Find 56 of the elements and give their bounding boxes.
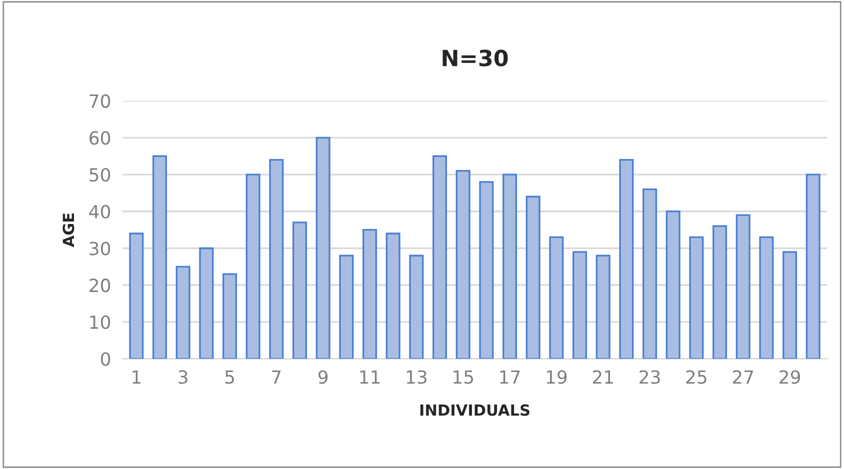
bar — [759, 236, 774, 359]
y-tick-label: 20 — [90, 278, 110, 292]
bar — [549, 236, 564, 359]
bar — [222, 273, 237, 359]
x-tick-label: 5 — [225, 370, 234, 384]
x-tick-label: 29 — [780, 370, 800, 384]
bar — [432, 155, 447, 359]
x-tick-label: 1 — [132, 370, 140, 384]
bar — [152, 155, 167, 359]
y-tick-label: 0 — [100, 352, 110, 366]
x-tick-label: 25 — [686, 370, 706, 384]
x-axis-title: INDIVIDUALS — [420, 404, 530, 416]
bar — [246, 174, 260, 359]
bar — [596, 254, 610, 359]
x-tick-label: 23 — [640, 370, 660, 384]
y-tick-label: 10 — [90, 315, 110, 330]
bar — [526, 196, 540, 359]
y-tick-label: 60 — [90, 131, 110, 145]
bar — [642, 188, 658, 359]
x-tick-label: 11 — [360, 370, 380, 384]
bar — [806, 174, 820, 359]
bar — [269, 158, 284, 359]
x-tick-label: 9 — [318, 370, 328, 384]
x-tick-label: 3 — [178, 370, 188, 384]
bar — [666, 210, 680, 359]
bar — [292, 222, 307, 359]
chart-title: N=30 — [442, 50, 508, 66]
y-axis-title: AGE — [62, 214, 74, 248]
bar — [619, 158, 634, 359]
bar — [736, 214, 750, 359]
bar — [362, 228, 377, 359]
bar — [782, 251, 798, 359]
y-tick-label: 40 — [89, 204, 110, 218]
bar — [386, 232, 400, 359]
bar — [502, 174, 518, 359]
bar — [176, 266, 190, 359]
bar — [712, 225, 728, 359]
bar — [456, 170, 470, 359]
x-tick-label: 17 — [500, 370, 520, 384]
bar — [409, 254, 424, 359]
bar — [339, 254, 354, 359]
x-tick-label: 7 — [272, 370, 281, 384]
bar — [479, 181, 494, 359]
x-tick-label: 15 — [454, 370, 473, 384]
bar — [572, 251, 588, 359]
x-tick-label: 21 — [592, 370, 613, 384]
bar — [316, 136, 330, 359]
bar — [199, 247, 214, 359]
y-tick-label: 50 — [90, 168, 110, 182]
x-tick-label: 13 — [406, 370, 426, 384]
y-tick-label: 70 — [90, 94, 110, 108]
x-tick-label: 27 — [732, 370, 754, 384]
y-tick-label: 30 — [90, 242, 110, 256]
x-tick-label: 19 — [546, 370, 567, 384]
bar — [689, 236, 704, 359]
bar — [129, 232, 144, 359]
